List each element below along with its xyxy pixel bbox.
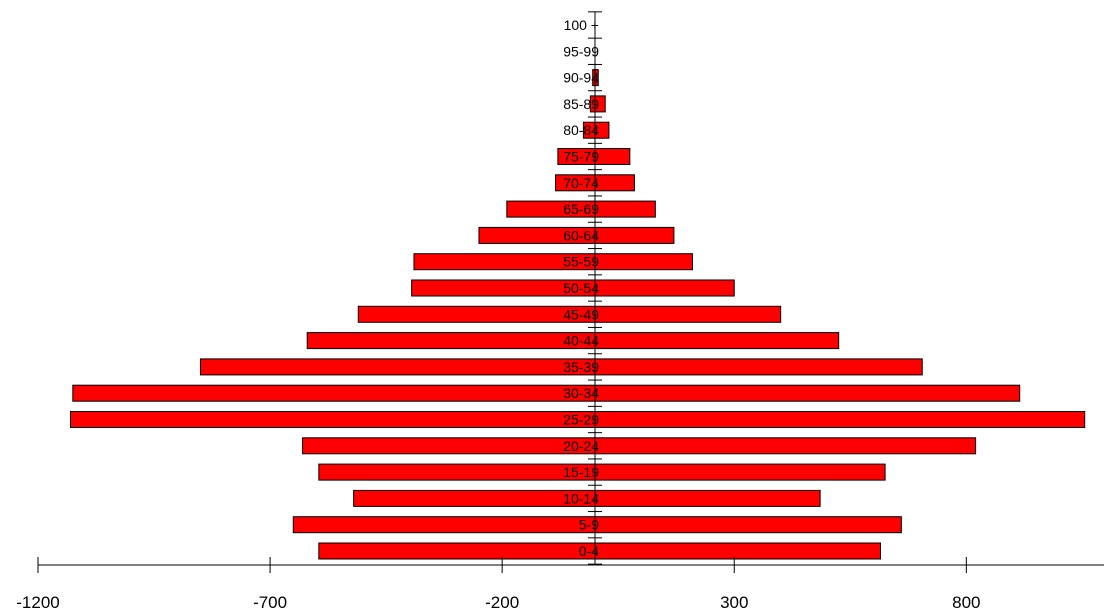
x-tick-label: -200 [485, 593, 519, 612]
bar-right-60-64 [594, 226, 675, 244]
bar-left-10-14 [353, 489, 596, 507]
bar-left-0-4 [318, 542, 596, 560]
category-label: 60-64 [563, 227, 599, 243]
category-label: 85-89 [563, 96, 599, 112]
category-label: 35-39 [563, 359, 599, 375]
bar-left-40-44 [306, 332, 596, 350]
bar-right-25-29 [594, 411, 1086, 428]
category-label: 75-79 [563, 149, 599, 165]
bar-left-45-49 [357, 305, 596, 323]
category-label: 30-34 [563, 385, 599, 401]
bar-left-30-34 [72, 384, 596, 402]
bar-left-35-39 [199, 358, 596, 376]
bar-right-5-9 [594, 516, 902, 534]
bar-right-15-19 [594, 463, 886, 481]
category-label: 90-94 [563, 70, 599, 86]
bar-right-55-59 [594, 253, 693, 271]
x-tick-label: -1200 [16, 593, 59, 612]
category-label: 25-29 [563, 412, 599, 428]
category-label: 65-69 [563, 201, 599, 217]
x-tick-label: 300 [720, 593, 748, 612]
bar-left-20-24 [302, 437, 596, 455]
category-labels: 0-4 5-9 10-14 15-19 20-24 25-29 30-34 35-39 40-4… [563, 17, 599, 559]
category-label: 15-19 [563, 464, 599, 480]
x-tick-label: 800 [952, 593, 980, 612]
bar-right-40-44 [594, 332, 840, 350]
category-label: 70-74 [563, 175, 599, 191]
bar-right-30-34 [594, 384, 1021, 402]
bar-right-45-49 [594, 305, 782, 323]
x-tick-label: -700 [253, 593, 287, 612]
category-label: 95-99 [563, 43, 599, 59]
category-label: 55-59 [563, 254, 599, 270]
category-label: 100 + [564, 17, 599, 33]
bar-left-25-29 [69, 411, 596, 428]
bar-left-5-9 [292, 516, 596, 534]
category-label: 80-84 [563, 122, 599, 138]
category-label: 10-14 [563, 490, 599, 506]
category-label: 45-49 [563, 306, 599, 322]
category-label: 5-9 [579, 517, 599, 533]
bar-right-70-74 [594, 174, 635, 192]
category-label: 50-54 [563, 280, 599, 296]
bar-right-65-69 [594, 200, 656, 218]
bar-right-50-54 [594, 279, 735, 297]
category-label: 40-44 [563, 333, 599, 349]
bar-right-20-24 [594, 437, 977, 455]
bar-right-35-39 [594, 358, 923, 376]
bar-right-10-14 [594, 489, 821, 507]
category-label: 0-4 [579, 543, 599, 559]
bar-left-15-19 [318, 463, 596, 481]
category-label: 20-24 [563, 438, 599, 454]
x-axis: -1200 -700 -200 300 800 [16, 557, 1104, 612]
bar-right-0-4 [594, 542, 881, 560]
vertical-axis [588, 11, 602, 565]
bar-right-75-79 [594, 148, 631, 165]
